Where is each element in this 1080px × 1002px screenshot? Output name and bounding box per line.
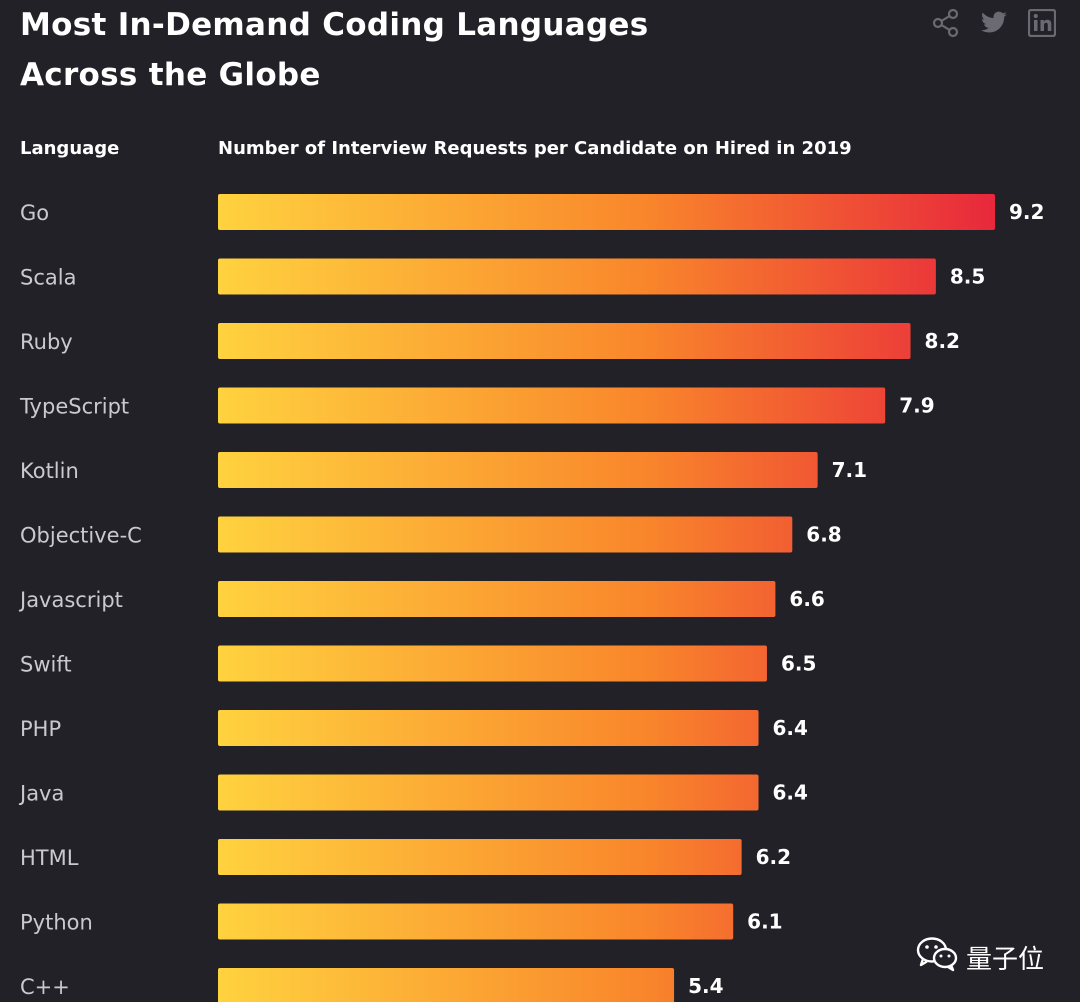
bar-objective-c (218, 516, 793, 553)
category-label: Java (18, 782, 64, 806)
bar-html (218, 839, 742, 875)
value-header: Number of Interview Requests per Candida… (218, 138, 852, 159)
bar-python (218, 903, 734, 940)
bar-go (218, 194, 995, 230)
value-label: 9.2 (1009, 200, 1044, 224)
chart-title: Most In-Demand Coding Languages Across t… (20, 0, 780, 100)
category-label: Python (20, 911, 93, 935)
watermark: 量子位 (916, 936, 1044, 979)
wechat-icon (916, 936, 958, 979)
category-label: Kotlin (20, 459, 79, 483)
category-label: Swift (20, 653, 72, 677)
chart-title-line-2: Across the Globe (20, 57, 321, 93)
social-icons (932, 8, 1056, 38)
bar-swift (218, 645, 767, 682)
bar-scala (218, 258, 936, 295)
value-label: 6.1 (747, 910, 782, 934)
value-label: 7.1 (832, 458, 867, 482)
value-label: 6.4 (773, 716, 808, 740)
linkedin-icon[interactable] (1028, 9, 1056, 37)
category-label: C++ (20, 975, 70, 999)
twitter-icon[interactable] (980, 11, 1008, 35)
value-label: 8.2 (925, 329, 960, 353)
bar-php (218, 710, 759, 746)
value-label: 6.6 (789, 587, 824, 611)
share-icon[interactable] (932, 8, 960, 38)
category-header: Language (20, 138, 120, 159)
category-label: PHP (20, 717, 61, 741)
category-label: Objective-C (20, 524, 142, 548)
category-label: Scala (20, 266, 76, 290)
category-label: Go (20, 201, 49, 225)
category-label: HTML (20, 846, 79, 870)
value-label: 6.2 (756, 845, 791, 869)
value-label: 7.9 (899, 394, 934, 418)
category-label: TypeScript (19, 395, 129, 419)
watermark-text: 量子位 (965, 945, 1044, 975)
value-label: 6.5 (781, 652, 816, 676)
value-label: 5.4 (688, 974, 723, 998)
bar-typescript (218, 387, 886, 424)
bar-c- (218, 968, 675, 1002)
category-label: Ruby (20, 330, 73, 354)
value-label: 6.8 (806, 523, 841, 547)
bar-kotlin (218, 452, 818, 488)
value-label: 8.5 (950, 265, 985, 289)
bar-javascript (218, 581, 776, 617)
bar-java (218, 774, 759, 811)
bar-ruby (218, 323, 911, 359)
category-label: Javascript (18, 588, 123, 612)
chart-title-line-1: Most In-Demand Coding Languages (20, 7, 649, 43)
value-label: 6.4 (773, 781, 808, 805)
